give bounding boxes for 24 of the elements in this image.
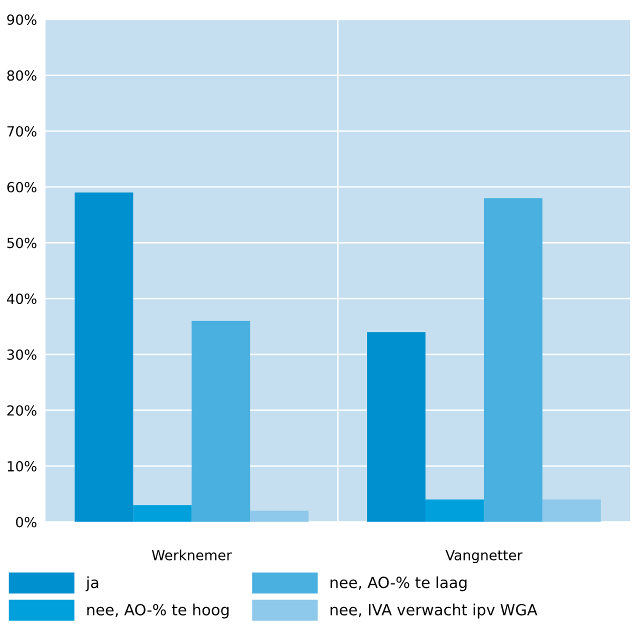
- y-tick-label: 90%: [7, 14, 36, 25]
- y-tick-label: 40%: [6, 294, 36, 304]
- bar: [192, 320, 250, 522]
- y-tick-label: 10%: [8, 461, 36, 472]
- bar: [542, 500, 601, 522]
- y-tick-label: 0%: [16, 516, 36, 528]
- bar: [367, 332, 426, 522]
- bar: [133, 505, 192, 522]
- y-tick-label: 70%: [7, 126, 36, 137]
- y-tick-label: 50%: [7, 238, 36, 248]
- legend-label: nee, AO-% te hoog: [87, 604, 229, 618]
- bar: [425, 500, 484, 522]
- legend-label: nee, IVA verwacht ipv WGA: [330, 604, 538, 618]
- legend-label: ja: [86, 576, 98, 592]
- x-tick-label: Vangnetter: [446, 550, 522, 564]
- y-tick-label: 60%: [7, 182, 36, 192]
- y-tick-label: 20%: [7, 405, 36, 416]
- legend-label: nee, AO-% te laag: [330, 576, 466, 592]
- x-tick-label: Werknemer: [152, 550, 232, 560]
- bar: [250, 510, 309, 522]
- y-tick-label: 30%: [7, 349, 36, 360]
- bar: [484, 198, 542, 522]
- y-tick-label: 80%: [7, 70, 36, 81]
- bar: [74, 192, 134, 522]
